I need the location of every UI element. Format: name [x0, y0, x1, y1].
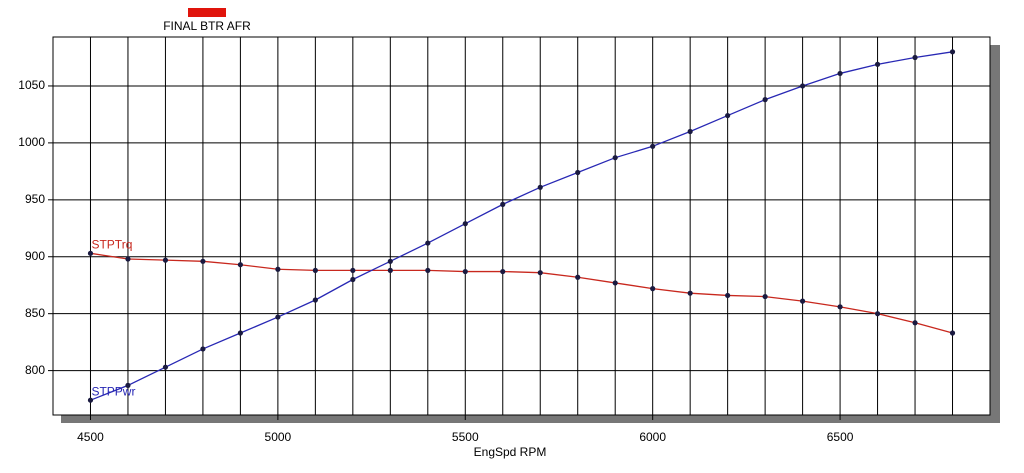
data-point [387, 267, 393, 274]
data-point [575, 274, 581, 280]
data-point [650, 143, 656, 149]
series-label: STPTrq [91, 237, 132, 251]
y-tick-label: 900 [25, 249, 45, 263]
data-point [612, 155, 618, 161]
data-point [425, 240, 431, 246]
data-point [425, 267, 431, 274]
data-point [275, 266, 281, 272]
series-label: STPPwr [91, 384, 135, 398]
data-point [800, 298, 806, 304]
data-point [500, 201, 506, 207]
data-point [575, 169, 581, 176]
x-axis-label: EngSpd RPM [474, 445, 547, 459]
data-point [125, 256, 131, 262]
legend-label: FINAL BTR AFR [163, 19, 251, 33]
data-point [650, 286, 656, 292]
data-point [462, 268, 468, 275]
data-point [612, 280, 618, 286]
data-point [725, 112, 731, 119]
data-point [350, 276, 356, 283]
data-point [762, 97, 768, 103]
plot-area [52, 36, 991, 416]
data-point [387, 258, 393, 264]
data-point [725, 292, 731, 299]
x-tick-label: 5000 [265, 430, 292, 444]
y-tick-label: 950 [25, 192, 45, 206]
data-point [837, 304, 843, 310]
data-point [312, 267, 318, 274]
y-tick-label: 800 [25, 363, 45, 377]
data-point [537, 184, 543, 190]
data-point [912, 320, 918, 326]
y-tick-label: 1000 [18, 135, 45, 149]
data-point [949, 49, 956, 55]
data-point [87, 397, 94, 403]
data-point [874, 61, 881, 67]
data-point [949, 330, 956, 336]
data-point [537, 270, 543, 276]
x-tick-label: 6000 [639, 430, 666, 444]
data-point [237, 330, 243, 336]
legend-swatch [188, 8, 226, 17]
series-line [90, 51, 953, 401]
data-point [837, 70, 843, 77]
data-point [687, 128, 693, 135]
data-point [800, 83, 806, 89]
x-tick-label: 5500 [452, 430, 479, 444]
data-point [237, 262, 243, 268]
data-point [200, 346, 206, 352]
data-point [162, 257, 169, 263]
data-point [312, 297, 318, 303]
data-point [874, 311, 881, 317]
shadow [990, 45, 1000, 423]
data-point [200, 258, 206, 264]
shadow [61, 415, 1000, 423]
data-point [500, 268, 506, 275]
data-point [350, 267, 356, 274]
series-line [90, 252, 953, 334]
data-point [87, 250, 94, 256]
x-tick-label: 4500 [77, 430, 104, 444]
data-point [125, 382, 131, 388]
data-point [912, 54, 918, 61]
data-point [687, 290, 693, 296]
data-point [762, 293, 768, 300]
y-tick-label: 850 [25, 306, 45, 320]
data-point [275, 314, 281, 320]
data-point [462, 221, 468, 227]
x-tick-label: 6500 [827, 430, 854, 444]
data-point [162, 364, 169, 370]
y-tick-label: 1050 [18, 78, 45, 92]
